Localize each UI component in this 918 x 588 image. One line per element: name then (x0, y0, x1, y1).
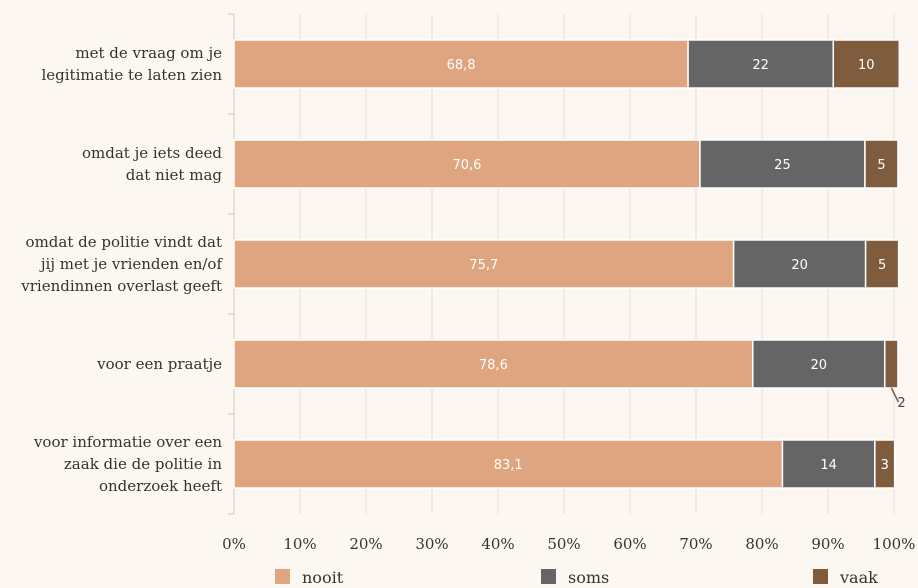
x-tick-label: 60% (613, 535, 646, 553)
bar-vaak-1 (832, 39, 901, 89)
legend-swatch-nooit (275, 569, 290, 584)
data-label-vaak-4: 2 (897, 396, 905, 411)
category-label: met de vraag om je (75, 44, 222, 62)
bars: 68,8 22 10 70,6 25 5 75,7 20 5 78,6 20 2 83,1 14 3 (233, 39, 906, 489)
category-label: onderzoek heeft (99, 477, 222, 495)
data-label-nooit-2: 70,6 (453, 158, 482, 173)
data-label-nooit-5: 83,1 (494, 458, 523, 473)
data-label-soms-3: 20 (791, 258, 808, 273)
legend-swatch-soms (541, 569, 556, 584)
legend-label-nooit: nooit (302, 568, 344, 587)
category-label: voor informatie over een (33, 433, 222, 451)
data-label-vaak-1: 10 (858, 58, 875, 73)
bar-vaak-2 (864, 139, 899, 189)
bar-nooit-4 (233, 339, 754, 389)
bar-nooit-1 (233, 39, 689, 89)
callout-line-vaak-4 (890, 387, 900, 403)
x-tick-label: 100% (873, 535, 916, 553)
legend-swatch-vaak (813, 569, 828, 584)
data-label-soms-5: 14 (820, 458, 837, 473)
category-label: omdat de politie vindt dat (26, 233, 222, 251)
x-tick-label: 40% (481, 535, 514, 553)
bar-vaak-4 (884, 339, 899, 389)
bar-soms-5 (781, 439, 876, 489)
x-tick-label: 70% (679, 535, 712, 553)
bar-vaak-5 (874, 439, 896, 489)
x-tick-label: 0% (222, 535, 246, 553)
data-label-nooit-1: 68,8 (447, 58, 476, 73)
bar-nooit-5 (233, 439, 784, 489)
category-labels: met de vraag om je legitimatie te laten z… (20, 44, 223, 495)
data-label-soms-1: 22 (752, 58, 769, 73)
bar-soms-4 (752, 339, 886, 389)
category-label: legitimatie te laten zien (41, 66, 222, 84)
category-label: omdat je iets deed (82, 144, 222, 162)
x-tick-label: 10% (283, 535, 316, 553)
x-tick-label: 50% (547, 535, 580, 553)
category-label: dat niet mag (126, 166, 223, 184)
bar-vaak-3 (864, 239, 900, 289)
y-axis (228, 13, 235, 515)
legend-label-vaak: vaak (839, 568, 878, 587)
x-axis-ticks: 0% 10% 20% 30% 40% 50% 60% 70% 80% 90% 100% (222, 535, 915, 553)
legend: nooit soms vaak (275, 568, 878, 587)
data-label-soms-2: 25 (774, 158, 791, 173)
bar-nooit-3 (233, 239, 735, 289)
data-label-vaak-3: 5 (878, 258, 886, 273)
x-tick-label: 90% (811, 535, 844, 553)
data-label-vaak-5: 3 (881, 458, 889, 473)
category-label: vriendinnen overlast geeft (20, 277, 222, 295)
data-label-nooit-3: 75,7 (469, 258, 498, 273)
x-tick-label: 30% (415, 535, 448, 553)
data-label-vaak-2: 5 (877, 158, 885, 173)
bar-soms-3 (732, 239, 867, 289)
category-label: jij met je vrienden en/of (39, 255, 224, 273)
category-label: zaak die de politie in (64, 455, 222, 473)
legend-label-soms: soms (568, 568, 609, 587)
data-label-soms-4: 20 (810, 358, 827, 373)
category-label: voor een praatje (96, 355, 222, 373)
x-tick-label: 80% (745, 535, 778, 553)
x-tick-label: 20% (349, 535, 382, 553)
data-label-nooit-4: 78,6 (479, 358, 508, 373)
